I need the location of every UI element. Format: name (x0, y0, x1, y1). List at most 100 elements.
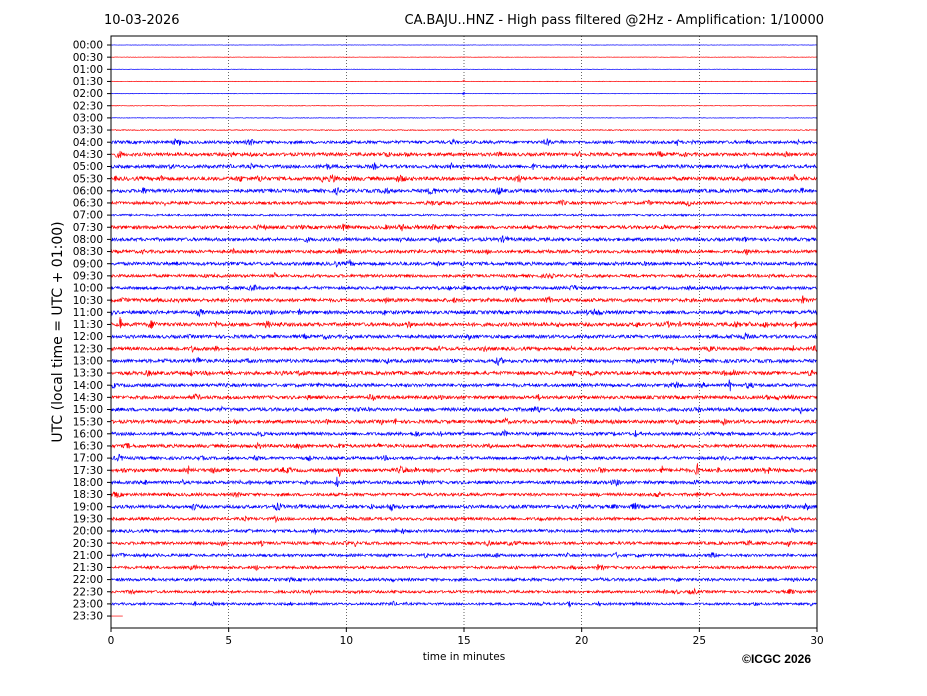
trace-20:00 (110, 527, 818, 535)
row-label: 08:00 (73, 234, 103, 246)
row-label: 10:00 (73, 283, 103, 295)
trace-11:30 (110, 316, 818, 329)
row-label: 23:30 (73, 611, 103, 623)
copyright-label: ©ICGC 2026 (742, 652, 811, 666)
row-label: 23:00 (73, 599, 103, 611)
vertical-gridlines (228, 36, 700, 628)
row-label: 17:30 (73, 465, 103, 477)
trace-03:30 (110, 128, 818, 132)
row-label: 02:00 (73, 88, 103, 100)
row-label: 11:30 (73, 319, 103, 331)
trace-09:00 (110, 259, 818, 269)
row-label: 06:30 (73, 198, 103, 210)
trace-01:30 (110, 79, 818, 83)
trace-18:00 (110, 476, 818, 488)
trace-21:00 (110, 551, 818, 559)
row-label: 14:30 (73, 392, 103, 404)
row-label: 08:30 (73, 246, 103, 258)
trace-20:30 (110, 539, 818, 548)
row-label: 00:00 (73, 40, 103, 52)
x-axis-ticks: 0 5 10 15 20 25 30 (108, 628, 824, 647)
trace-22:00 (110, 576, 818, 583)
trace-17:30 (110, 463, 818, 478)
x-tick-label-5: 5 (225, 635, 232, 647)
row-label: 14:00 (73, 380, 103, 392)
x-tick-label-20: 20 (575, 635, 588, 647)
row-label: 13:00 (73, 356, 103, 368)
row-label: 04:30 (73, 149, 103, 161)
row-label: 07:00 (73, 210, 103, 222)
x-tick-label-30: 30 (810, 635, 823, 647)
trace-15:00 (110, 405, 818, 415)
trace-16:00 (110, 428, 818, 438)
row-label: 15:30 (73, 416, 103, 428)
x-tick-label-25: 25 (693, 635, 706, 647)
row-label: 18:00 (73, 477, 103, 489)
trace-04:00 (110, 137, 818, 146)
row-label: 03:00 (73, 113, 103, 125)
row-label: 05:30 (73, 173, 103, 185)
row-label: 13:30 (73, 368, 103, 380)
row-label: 06:00 (73, 185, 103, 197)
trace-19:00 (110, 502, 818, 512)
trace-12:00 (110, 332, 818, 341)
row-label: 22:00 (73, 574, 103, 586)
trace-05:30 (110, 174, 818, 184)
row-label: 21:30 (73, 562, 103, 574)
trace-17:00 (110, 453, 818, 462)
trace-10:00 (110, 284, 818, 292)
row-label: 07:30 (73, 222, 103, 234)
chart-title: CA.BAJU..HNZ - High pass filtered @2Hz -… (405, 13, 825, 28)
trace-23:00 (110, 600, 818, 608)
trace-16:30 (110, 441, 818, 450)
row-label: 03:30 (73, 125, 103, 137)
trace-06:00 (110, 187, 818, 197)
row-label: 18:30 (73, 489, 103, 501)
row-label: 19:30 (73, 513, 103, 525)
row-label: 10:30 (73, 295, 103, 307)
trace-12:30 (110, 345, 818, 353)
trace-02:00 (110, 91, 818, 96)
trace-13:30 (110, 369, 818, 377)
trace-05:00 (110, 161, 818, 171)
trace-19:30 (110, 514, 818, 524)
x-tick-label-10: 10 (340, 635, 353, 647)
trace-13:00 (110, 356, 818, 367)
trace-11:00 (110, 308, 818, 318)
trace-09:30 (110, 272, 818, 280)
trace-07:30 (110, 223, 818, 232)
row-label: 01:30 (73, 76, 103, 88)
row-time-labels: 00:0000:3001:0001:3002:0002:3003:0003:30… (73, 40, 111, 623)
row-label: 02:30 (73, 100, 103, 112)
y-axis-label: UTC (local time = UTC + 01:00) (50, 221, 66, 442)
plot-frame (110, 35, 818, 629)
row-label: 12:00 (73, 331, 103, 343)
row-label: 01:00 (73, 64, 103, 76)
row-label: 15:00 (73, 404, 103, 416)
row-label: 16:30 (73, 441, 103, 453)
row-label: 09:00 (73, 258, 103, 270)
date-label: 10-03-2026 (104, 13, 180, 28)
trace-07:00 (110, 213, 818, 218)
row-label: 09:30 (73, 270, 103, 282)
trace-14:00 (110, 379, 818, 392)
x-tick-label-15: 15 (457, 635, 470, 647)
trace-04:30 (110, 150, 818, 159)
row-label: 17:00 (73, 453, 103, 465)
x-axis-label: time in minutes (423, 651, 505, 663)
trace-08:00 (110, 235, 818, 244)
row-label: 16:00 (73, 428, 103, 440)
trace-10:30 (110, 295, 818, 305)
trace-18:30 (110, 490, 818, 499)
row-label: 19:00 (73, 501, 103, 513)
trace-15:30 (110, 417, 818, 426)
trace-22:30 (110, 587, 818, 596)
row-label: 21:00 (73, 550, 103, 562)
trace-06:30 (110, 199, 818, 207)
row-label: 20:30 (73, 538, 103, 550)
trace-14:30 (110, 393, 818, 402)
trace-21:30 (110, 563, 818, 572)
x-tick-label-0: 0 (108, 635, 115, 647)
trace-03:00 (110, 117, 818, 119)
